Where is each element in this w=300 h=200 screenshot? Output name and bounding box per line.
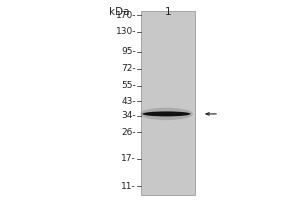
- Text: 34-: 34-: [122, 111, 136, 120]
- Text: 130-: 130-: [116, 27, 136, 36]
- Text: 95-: 95-: [122, 47, 136, 56]
- Text: 170-: 170-: [116, 11, 136, 20]
- Text: 55-: 55-: [122, 81, 136, 90]
- Text: 11-: 11-: [122, 182, 136, 191]
- Text: 26-: 26-: [122, 128, 136, 137]
- Text: kDa: kDa: [109, 7, 129, 17]
- Ellipse shape: [140, 108, 193, 120]
- Bar: [141, 11, 195, 195]
- Text: 1: 1: [165, 7, 171, 17]
- Text: 43-: 43-: [122, 97, 136, 106]
- Ellipse shape: [142, 111, 190, 116]
- Text: 17-: 17-: [122, 154, 136, 163]
- Text: 72-: 72-: [122, 64, 136, 73]
